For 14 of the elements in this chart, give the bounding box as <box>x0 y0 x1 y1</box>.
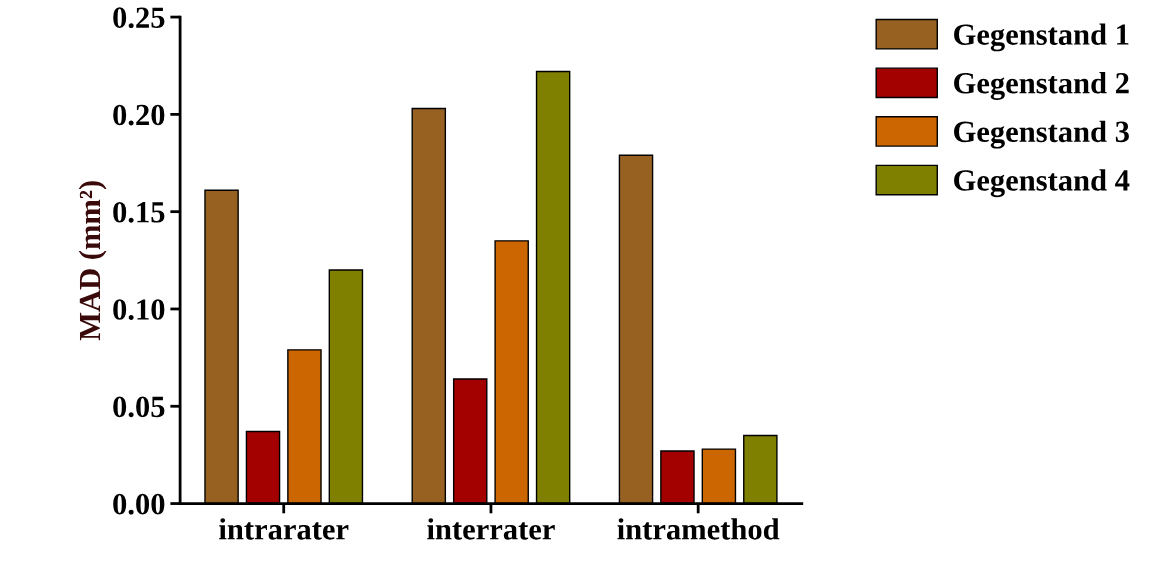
legend-label: Gegenstand 1 <box>954 23 1129 52</box>
y-tick-label: 0.10 <box>113 299 165 320</box>
y-tick-label: 0.00 <box>113 493 165 515</box>
y-axis-title: MAD (mm²) <box>78 181 107 341</box>
x-tick-label: intramethod <box>617 518 780 540</box>
legend-label: Gegenstand 3 <box>954 120 1129 149</box>
legend-label: Gegenstand 2 <box>954 72 1129 100</box>
x-tick-label: intrarater <box>219 518 349 540</box>
x-tick-label: interrater <box>427 518 555 540</box>
y-tick-label: 0.15 <box>113 201 165 223</box>
legend-label: Gegenstand 4 <box>954 169 1130 198</box>
y-tick-label: 0.25 <box>113 7 165 29</box>
y-tick-label: 0.05 <box>113 396 165 418</box>
y-tick-label: 0.20 <box>113 104 165 126</box>
